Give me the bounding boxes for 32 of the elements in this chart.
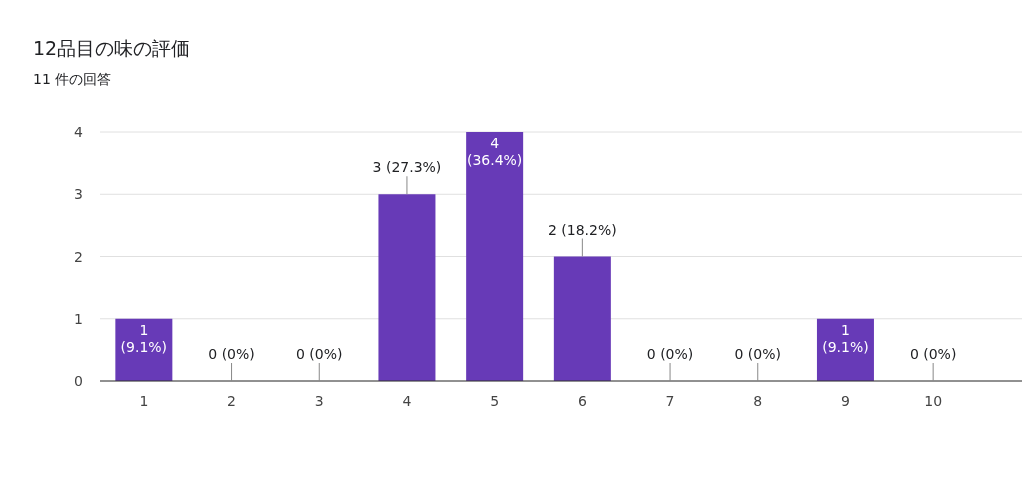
bar bbox=[816, 318, 874, 381]
bar bbox=[115, 318, 173, 381]
data-label: 2 (18.2%) bbox=[547, 221, 617, 238]
bar bbox=[378, 194, 436, 381]
data-label: 1 (9.1%) bbox=[822, 321, 869, 355]
x-tick-label: 2 bbox=[227, 393, 237, 409]
x-tick-label: 5 bbox=[490, 393, 500, 409]
x-tick-label: 10 bbox=[924, 393, 943, 409]
y-tick-label: 2 bbox=[74, 248, 83, 265]
data-label: 0 (0%) bbox=[296, 346, 343, 362]
y-tick-label: 4 bbox=[74, 124, 84, 140]
data-label: 0 (0%) bbox=[909, 346, 957, 362]
x-tick-label: 1 bbox=[139, 393, 149, 409]
chart-title: 12品目の味の評価 bbox=[33, 37, 191, 59]
y-tick-label: 0 bbox=[74, 373, 83, 389]
data-label: 0 (0%) bbox=[208, 346, 255, 362]
y-tick-label: 1 bbox=[74, 310, 83, 327]
x-tick-label: 4 bbox=[402, 393, 412, 409]
x-tick-label: 3 bbox=[314, 393, 324, 409]
x-tick-label: 9 bbox=[840, 393, 850, 409]
data-label: 4 (36.4%) bbox=[466, 135, 523, 168]
data-label: 0 (0%) bbox=[646, 346, 694, 362]
data-label: 0 (0%) bbox=[734, 346, 781, 362]
chart-subtitle: 11 件の回答 bbox=[33, 71, 112, 87]
data-label: 3 (27.3%) bbox=[372, 159, 442, 176]
data-label: 1 (9.1%) bbox=[120, 321, 168, 355]
bar bbox=[466, 132, 524, 381]
x-tick-label: 6 bbox=[577, 393, 587, 409]
y-tick-label: 3 bbox=[74, 186, 83, 203]
x-tick-label: 7 bbox=[665, 393, 675, 409]
bar bbox=[553, 256, 611, 381]
x-tick-label: 8 bbox=[753, 393, 763, 409]
